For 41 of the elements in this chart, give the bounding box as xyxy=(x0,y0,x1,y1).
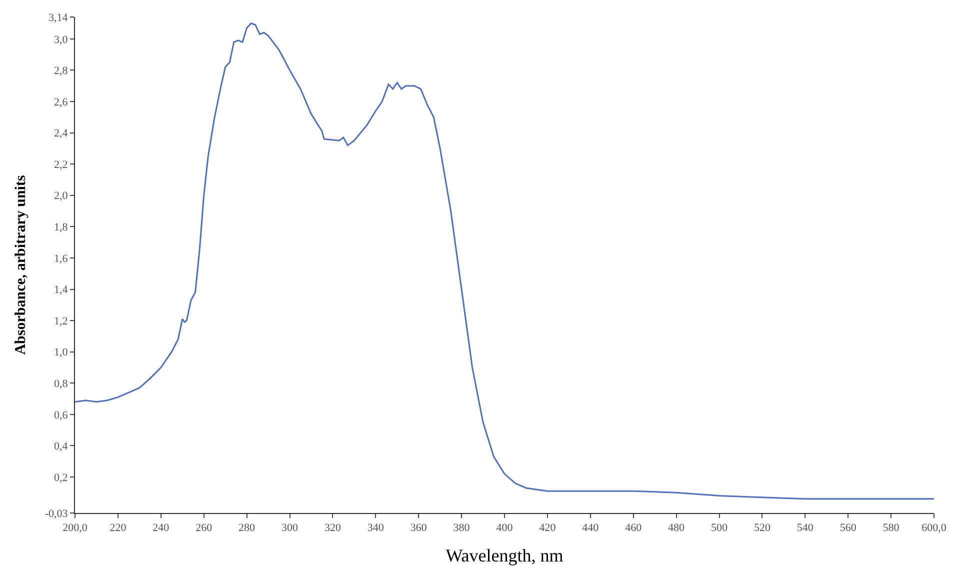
y-tick-label: -0,03 xyxy=(44,508,68,520)
y-tick-label: 1,8 xyxy=(54,222,68,234)
x-tick-label: 420 xyxy=(539,522,556,534)
x-tick-label: 540 xyxy=(796,522,814,534)
x-tick-label: 300 xyxy=(282,522,298,534)
x-tick-label: 360 xyxy=(410,522,428,534)
x-tick-label: 440 xyxy=(582,522,600,534)
y-tick-label: 0,2 xyxy=(54,472,68,484)
x-axis-title: Wavelength, nm xyxy=(446,545,564,566)
y-tick-label: 1,4 xyxy=(54,284,68,296)
x-tick-label: 560 xyxy=(840,522,857,534)
y-tick-label: 3,0 xyxy=(54,34,68,46)
y-tick-label: 0,8 xyxy=(54,378,68,390)
x-tick-label: 380 xyxy=(453,522,470,534)
y-tick-label: 0,6 xyxy=(54,409,68,422)
y-tick-label: 3,14 xyxy=(48,12,68,24)
x-tick-label: 580 xyxy=(882,522,900,534)
y-tick-label: 2,4 xyxy=(54,128,68,140)
x-tick-label: 600,0 xyxy=(922,522,947,534)
y-tick-label: 1,6 xyxy=(54,252,68,265)
y-tick-label: 2,2 xyxy=(54,158,68,171)
x-tick-label: 520 xyxy=(754,522,771,534)
x-tick-label: 480 xyxy=(668,522,686,534)
x-tick-label: 260 xyxy=(196,522,213,534)
y-tick-label: 2,8 xyxy=(54,65,68,78)
x-tick-label: 320 xyxy=(324,522,342,534)
x-tick-label: 460 xyxy=(625,522,642,534)
y-tick-label: 1,2 xyxy=(54,315,68,328)
y-tick-label: 2,0 xyxy=(54,190,68,202)
x-tick-label: 400 xyxy=(496,522,514,534)
x-tick-label: 500 xyxy=(711,522,728,534)
y-tick-label: 2,6 xyxy=(54,96,68,108)
y-tick-label: 1,0 xyxy=(54,346,68,359)
y-tick-label: 0,4 xyxy=(54,440,68,453)
x-tick-label: 220 xyxy=(110,522,127,534)
x-tick-label: 280 xyxy=(238,522,256,534)
x-tick-label: 200,0 xyxy=(62,522,88,534)
x-tick-label: 340 xyxy=(367,522,384,534)
line-series xyxy=(75,22,934,500)
x-tick-label: 240 xyxy=(152,522,170,534)
y-axis-title: Absorbance, arbitrary units xyxy=(13,175,30,355)
